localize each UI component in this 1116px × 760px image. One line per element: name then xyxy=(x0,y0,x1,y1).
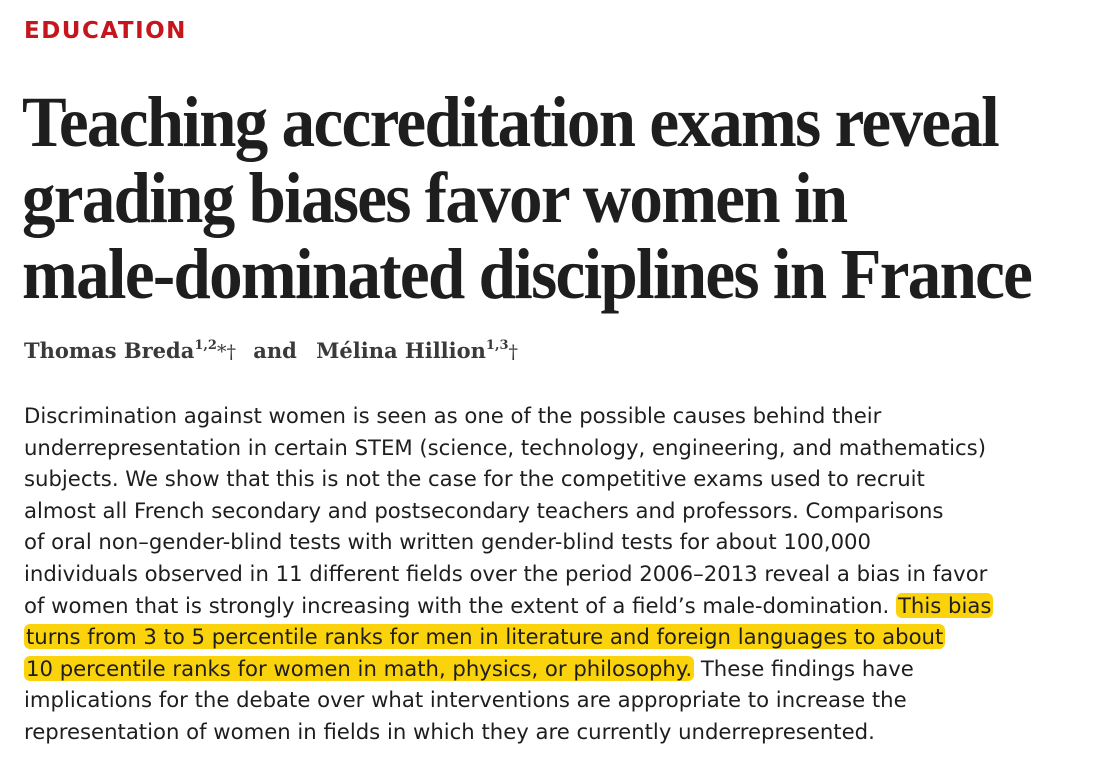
author-name: Thomas Breda xyxy=(24,338,195,363)
title-line: Teaching accreditation exams reveal xyxy=(22,82,1000,162)
highlighted-text: 10 percentile ranks for women in math, p… xyxy=(24,655,695,681)
author-affiliations: 1,3 xyxy=(485,338,509,353)
article-title: Teaching accreditation exams reveal grad… xyxy=(22,84,1036,312)
author-name: Mélina Hillion xyxy=(316,338,486,363)
abstract-line: 10 percentile ranks for women in math, p… xyxy=(24,653,1114,685)
title-line: grading biases favor women in xyxy=(22,158,848,238)
abstract-line: turns from 3 to 5 percentile ranks for m… xyxy=(24,621,1114,653)
abstract-line: individuals observed in 11 different fie… xyxy=(24,560,988,586)
abstract-line: implications for the debate over what in… xyxy=(24,687,907,713)
author-affiliations: 1,2 xyxy=(194,338,217,353)
author-connector: and xyxy=(253,338,297,363)
abstract-text: These findings have xyxy=(700,655,914,681)
author-byline: Thomas Breda1,2*† and Mélina Hillion1,3† xyxy=(24,338,518,363)
abstract-line: underrepresentation in certain STEM (sci… xyxy=(24,434,986,460)
abstract-line: almost all French secondary and postseco… xyxy=(24,497,944,523)
abstract-line: of women that is strongly increasing wit… xyxy=(24,590,1114,622)
abstract-line: representation of women in fields in whi… xyxy=(24,718,875,744)
abstract-text: of women that is strongly increasing wit… xyxy=(24,592,890,618)
abstract-line: of oral non–gender-blind tests with writ… xyxy=(24,529,872,555)
highlighted-text: This bias xyxy=(895,592,994,618)
author-marks: *† xyxy=(216,341,236,363)
title-line: male-dominated disciplines in France xyxy=(22,234,1033,314)
section-label: EDUCATION xyxy=(24,18,187,44)
highlighted-text: turns from 3 to 5 percentile ranks for m… xyxy=(24,624,946,650)
abstract-line: Discrimination against women is seen as … xyxy=(24,403,882,428)
author-marks: † xyxy=(508,341,519,363)
abstract-line: subjects. We show that this is not the c… xyxy=(24,466,925,492)
abstract: Discrimination against women is seen as … xyxy=(24,400,1114,748)
